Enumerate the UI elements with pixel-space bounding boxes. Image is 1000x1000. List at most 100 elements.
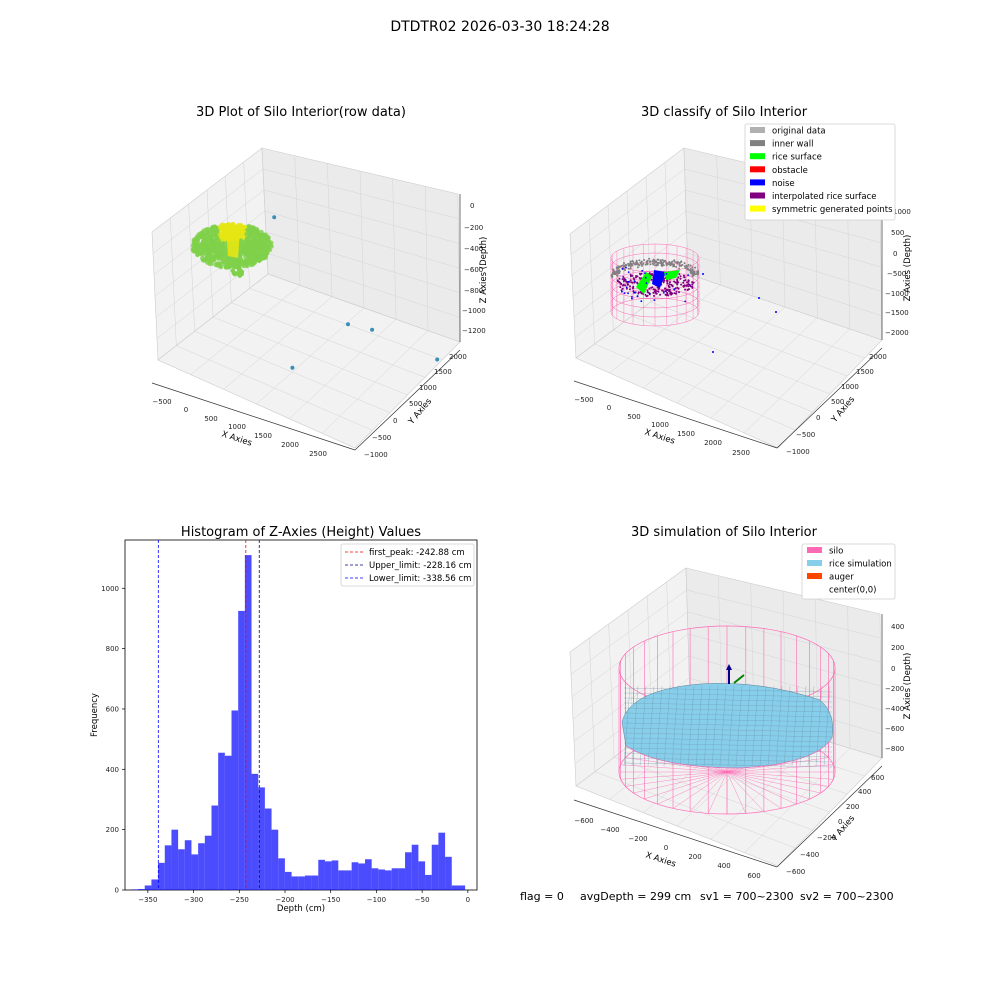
- classify-wall-point: [675, 265, 678, 268]
- classify-interp-point: [674, 287, 677, 290]
- classify-noise-point: [663, 291, 665, 294]
- classify-interp-point: [638, 277, 641, 279]
- histogram-bar: [211, 805, 219, 890]
- raw-x-ticks: −500 0 500 1000 1500 2000 2500: [152, 398, 327, 458]
- histogram-plot-area: [124, 539, 478, 891]
- classify-noise-point: [641, 269, 644, 272]
- histogram-y-axis-label: Frequency: [90, 693, 100, 737]
- raw-point: [200, 230, 205, 235]
- classify-interp-point: [626, 283, 629, 286]
- classify-noise-point: [623, 292, 626, 294]
- classify-wall-point: [622, 264, 625, 267]
- classify-wall-point: [649, 263, 652, 266]
- classify-wall-point: [616, 267, 619, 270]
- raw-point: [251, 237, 256, 243]
- histogram-bar: [438, 832, 446, 890]
- silo-floor-spoke: [726, 771, 797, 805]
- classify-interp-point: [662, 290, 665, 293]
- status-sv1: sv1 = 700~2300: [700, 890, 794, 903]
- classify-wall-point: [632, 261, 635, 264]
- classify-interp-point: [657, 290, 660, 293]
- histogram-bar: [318, 859, 325, 890]
- rice-mesh-line: [751, 685, 759, 767]
- histogram-bar: [405, 852, 412, 890]
- rice-mesh-line: [703, 685, 711, 767]
- classify-interp-point: [673, 292, 676, 295]
- silo-floor-spoke: [726, 771, 821, 794]
- classify-noise-point: [702, 273, 704, 275]
- classify-legend: original data inner wall rice surface obsta…: [744, 123, 896, 221]
- grid-line: [744, 748, 851, 853]
- classify-interp-point: [691, 281, 694, 284]
- rice-mesh-line: [623, 697, 833, 703]
- rice-mesh-line: [623, 702, 833, 708]
- classify-wall-point: [680, 260, 683, 263]
- raw-x-axis-label: X Axies: [220, 429, 253, 448]
- classify-interp-point: [659, 293, 662, 296]
- raw-point: [235, 262, 240, 268]
- rice-mesh-line: [791, 685, 799, 767]
- raw-point: [249, 228, 255, 233]
- classify-z-tick: 0: [893, 250, 897, 258]
- classify-wall-point: [640, 260, 643, 263]
- classify-wall-point: [629, 265, 632, 268]
- histogram-bar: [458, 885, 466, 890]
- silo-floor-spoke: [644, 771, 728, 800]
- classify-wall-point: [678, 264, 681, 267]
- classify-interp-point: [621, 287, 624, 290]
- classify-wall-point: [654, 264, 657, 267]
- histogram-bar: [151, 879, 159, 890]
- simulation-y-tick: 400: [858, 788, 871, 796]
- raw-point: [214, 235, 220, 240]
- rice-mesh-line: [719, 685, 727, 767]
- classify-wall-point: [689, 269, 692, 272]
- classify-interp-point: [679, 277, 682, 280]
- histogram-reference-lines: [157, 540, 260, 890]
- histogram-title: Histogram of Z-Axies (Height) Values: [181, 525, 421, 540]
- histogram-bar: [131, 889, 139, 890]
- histogram-bar: [351, 862, 359, 890]
- silo-floor-spoke: [672, 771, 728, 809]
- raw-point: [203, 245, 208, 250]
- classify-y-tick: 2000: [869, 353, 887, 361]
- raw-point: [261, 247, 267, 253]
- classify-interp-point: [618, 277, 621, 280]
- classify-interp-point: [619, 281, 621, 284]
- classify-wall-point: [672, 265, 675, 268]
- classify-wall-point: [656, 262, 659, 264]
- raw-peak: [226, 222, 240, 258]
- raw-point: [251, 254, 257, 260]
- raw-point: [231, 263, 236, 269]
- classify-wall-point: [620, 264, 623, 267]
- raw-z-tick: −400: [464, 245, 483, 253]
- classify-wall-point: [635, 259, 638, 262]
- simulation-x-tick: −400: [600, 826, 619, 834]
- classify-noise-point: [627, 292, 629, 295]
- classify-interp-point: [666, 288, 669, 291]
- classify-noise-point: [627, 271, 630, 273]
- histogram-bar: [311, 875, 319, 890]
- classify-interp-point: [640, 292, 643, 295]
- classify-wall-point: [659, 262, 662, 265]
- silo-floor-spoke: [726, 771, 834, 780]
- rice-mesh-line: [759, 685, 767, 767]
- classify-legend-label: inner wall: [772, 140, 813, 150]
- raw-x-tick: 0: [184, 406, 188, 414]
- histogram-bar: [158, 862, 165, 890]
- simulation-z-tick: 200: [891, 644, 904, 652]
- classify-wall-point: [656, 263, 659, 266]
- classify-interp-point: [625, 280, 628, 283]
- classify-legend-label: symmetric generated points: [772, 205, 893, 215]
- raw-point: [257, 257, 263, 263]
- classify-noise-point: [624, 279, 627, 281]
- raw-y-tick: 500: [409, 400, 422, 408]
- classify-z-tick: 500: [891, 229, 904, 237]
- classify-rice-surface: [664, 270, 680, 280]
- classify-interp-point: [629, 285, 631, 288]
- raw-point: [248, 247, 253, 253]
- histogram-bar: [191, 854, 199, 890]
- classify-x-tick: 2000: [704, 439, 722, 447]
- classify-noise-point: [644, 276, 647, 279]
- classify-wall-point: [627, 267, 630, 270]
- classify-wall-point: [648, 257, 651, 260]
